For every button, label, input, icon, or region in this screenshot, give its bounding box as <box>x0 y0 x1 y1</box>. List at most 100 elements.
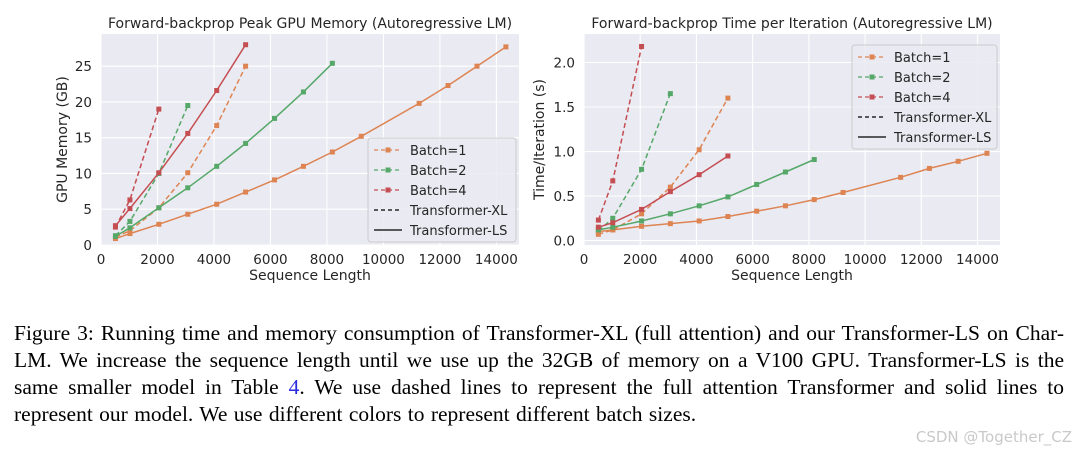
chart-1: 0 2000 4000 6000 8000 10000 12000 14000 0 5 10 15 20… <box>55 16 519 284</box>
series-line <box>115 65 247 238</box>
series-transformer-ls-batch-4 <box>595 153 731 230</box>
x-axis-label: Sequence Length <box>249 268 371 284</box>
data-point <box>156 170 162 176</box>
x-tick-label: 6000 <box>735 252 769 268</box>
legend: Batch=1 Batch=2 Batch=4 Transformer-XL Trans… <box>367 137 517 243</box>
caption-text: Running time and memory consumption of T… <box>14 321 1065 399</box>
series-line <box>115 46 507 240</box>
data-point <box>725 95 731 101</box>
data-point <box>725 214 731 220</box>
data-point <box>754 181 760 187</box>
data-point <box>639 43 645 49</box>
data-point <box>667 189 673 195</box>
data-point <box>300 163 306 169</box>
data-point <box>214 163 220 169</box>
data-point <box>610 178 616 184</box>
data-point <box>667 211 673 217</box>
data-point <box>782 203 788 209</box>
x-tick-label: 10000 <box>362 252 405 268</box>
data-point <box>725 153 731 159</box>
legend-marker <box>869 54 875 60</box>
legend-box <box>851 44 998 150</box>
data-point <box>595 227 601 233</box>
data-point <box>127 218 133 224</box>
data-point <box>610 215 616 221</box>
y-tick-label: 0.0 <box>554 234 575 250</box>
data-point <box>300 89 306 95</box>
legend-label: Transformer-XL <box>409 204 508 219</box>
x-tick-label: 2000 <box>623 252 657 268</box>
data-point <box>725 194 731 200</box>
data-point <box>610 224 616 230</box>
x-tick-label: 8000 <box>792 252 826 268</box>
data-point <box>214 123 220 129</box>
legend-label: Transformer-XL <box>893 111 992 126</box>
data-point <box>474 63 480 69</box>
x-tick-label: 8000 <box>310 252 344 268</box>
data-point <box>610 227 616 233</box>
y-axis-label: GPU Memory (GB) <box>55 76 71 203</box>
data-point <box>610 220 616 226</box>
x-axis-label: Sequence Length <box>731 268 853 284</box>
data-point <box>898 174 904 180</box>
x-tick-label: 0 <box>580 252 589 268</box>
y-tick-label: 2.0 <box>554 55 575 71</box>
series-transformer-ls-batch-2 <box>112 60 335 239</box>
y-axis-label: Time/Iteration (s) <box>532 79 548 201</box>
series-transformer-ls-batch-4 <box>112 42 249 229</box>
data-point <box>112 233 118 239</box>
x-tick-label: 12000 <box>418 252 461 268</box>
data-point <box>127 197 133 203</box>
series-line <box>114 108 160 228</box>
series-transformer-xl-batch-4 <box>595 43 645 223</box>
y-tick-label: 1.0 <box>554 145 575 161</box>
x-tick-label: 14000 <box>475 252 518 268</box>
data-point <box>214 201 220 207</box>
data-point <box>984 150 990 156</box>
y-tick-label: 1.5 <box>554 100 575 116</box>
data-point <box>754 208 760 214</box>
chart-2: 0 2000 4000 6000 8000 10000 12000 14000 0.0 0.5 1.… <box>532 16 1000 284</box>
y-tick-label: 25 <box>75 59 92 75</box>
data-point <box>243 140 249 146</box>
series-line <box>114 44 247 227</box>
data-point <box>185 211 191 217</box>
legend-label: Transformer-LS <box>409 224 507 239</box>
legend-label: Batch=1 <box>410 144 467 159</box>
y-tick-label: 15 <box>75 131 92 147</box>
data-point <box>127 206 133 212</box>
data-point <box>696 172 702 178</box>
y-tick-label: 5 <box>83 202 92 218</box>
legend-marker <box>869 74 875 80</box>
table-reference-link[interactable]: 4 <box>288 375 300 399</box>
data-point <box>272 115 278 121</box>
x-tick-label: 6000 <box>253 252 287 268</box>
legend-label: Batch=4 <box>894 91 951 106</box>
legend-label: Batch=2 <box>894 71 951 86</box>
data-point <box>185 130 191 136</box>
legend-marker <box>385 147 391 153</box>
series-transformer-ls-batch-2 <box>595 157 817 233</box>
data-point <box>667 221 673 227</box>
series-transformer-ls-batch-1 <box>112 44 509 242</box>
legend-label: Batch=4 <box>410 184 467 199</box>
chart-title: Forward-backprop Time per Iteration (Aut… <box>591 16 992 32</box>
x-tick-label: 14000 <box>956 252 999 268</box>
legend-marker <box>385 187 391 193</box>
data-point <box>840 189 846 195</box>
data-point <box>503 44 509 50</box>
data-point <box>782 169 788 175</box>
data-point <box>639 223 645 229</box>
data-point <box>329 149 335 155</box>
data-point <box>243 42 249 48</box>
data-point <box>639 218 645 224</box>
data-point <box>156 106 162 112</box>
data-point <box>329 60 335 66</box>
y-tick-label: 0 <box>83 238 92 254</box>
x-tick-label: 12000 <box>900 252 943 268</box>
data-point <box>811 157 817 163</box>
data-point <box>185 103 191 109</box>
series-line <box>598 152 988 233</box>
data-point <box>639 166 645 172</box>
